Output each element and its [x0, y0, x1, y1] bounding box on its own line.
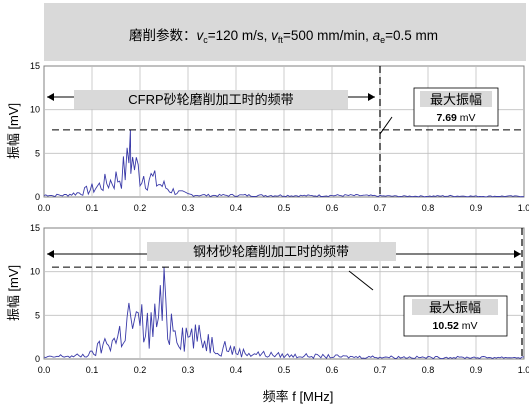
x-tick-label: 1.0: [518, 203, 529, 213]
band-label-box: [74, 90, 348, 109]
y-tick-label: 0: [35, 192, 40, 202]
y-tick-label: 5: [35, 148, 40, 158]
y-axis-label: 振幅 [mV]: [6, 265, 21, 321]
y-tick-label: 0: [35, 354, 40, 364]
x-tick-label: 0.9: [470, 203, 483, 213]
spectrum-line: [43, 129, 525, 198]
x-tick-label: 0.8: [422, 365, 435, 375]
band-label: 钢材砂轮磨削加工时的频带: [193, 244, 349, 259]
x-tick-label: 0.4: [230, 203, 243, 213]
band-label-box: [147, 242, 396, 261]
max-value: 7.69 mV: [436, 112, 475, 124]
y-tick-label: 5: [35, 310, 40, 320]
callout-leader: [348, 270, 374, 291]
chart-steel: 钢材砂轮磨削加工时的频带 最大振幅 10.52 mV 0 5 10 15 0.0 0.1…: [6, 223, 529, 375]
y-tick-label: 15: [30, 61, 40, 71]
x-tick-label: 0.6: [326, 365, 339, 375]
x-tick-label: 0.0: [38, 365, 51, 375]
y-tick-label: 15: [30, 223, 40, 233]
x-tick-label: 0.4: [230, 365, 243, 375]
x-tick-label: 0.9: [470, 365, 483, 375]
max-box-title-bg: [420, 91, 492, 107]
x-tick-label: 0.0: [38, 203, 51, 213]
y-tick-label: 10: [30, 105, 40, 115]
max-box-title: 最大振幅: [430, 92, 482, 107]
x-tick-label: 0.7: [374, 203, 387, 213]
x-tick-label: 1.0: [518, 365, 529, 375]
x-tick-label: 0.3: [182, 203, 195, 213]
x-tick-label: 0.3: [182, 365, 195, 375]
series-area: [43, 129, 525, 198]
callout-leader: [379, 116, 393, 135]
max-value: 10.52 mV: [433, 320, 478, 332]
header-banner: [44, 3, 526, 61]
y-axis-label: 振幅 [mV]: [6, 103, 21, 159]
x-tick-label: 0.1: [86, 203, 99, 213]
x-tick-label: 0.2: [134, 365, 147, 375]
max-box-title-bg: [412, 299, 498, 315]
series-area: [43, 267, 524, 360]
x-axis-label: 频率 f [MHz]: [263, 389, 334, 404]
y-tick-label: 10: [30, 267, 40, 277]
x-tick-label: 0.5: [278, 365, 291, 375]
x-ticks: 0.0 0.1 0.2 0.3 0.4 0.5 0.6 0.7 0.8 0.9 1.0: [38, 365, 529, 375]
grinding-parameters: 磨削参数：vc=120 m/s, vft=500 mm/min, ae=0.5 …: [129, 27, 438, 45]
spectrum-line: [43, 267, 524, 360]
band-label: CFRP砂轮磨削加工时的频带: [128, 92, 293, 107]
x-tick-label: 0.2: [134, 203, 147, 213]
x-tick-label: 0.6: [326, 203, 339, 213]
x-ticks: 0.0 0.1 0.2 0.3 0.4 0.5 0.6 0.7 0.8 0.9 1.0: [38, 203, 529, 213]
x-tick-label: 0.8: [422, 203, 435, 213]
max-box-title: 最大振幅: [429, 300, 481, 315]
y-ticks: 0 5 10 15: [30, 223, 40, 364]
x-tick-label: 0.7: [374, 365, 387, 375]
x-tick-label: 0.1: [86, 365, 99, 375]
x-tick-label: 0.5: [278, 203, 291, 213]
y-ticks: 0 5 10 15: [30, 61, 40, 202]
